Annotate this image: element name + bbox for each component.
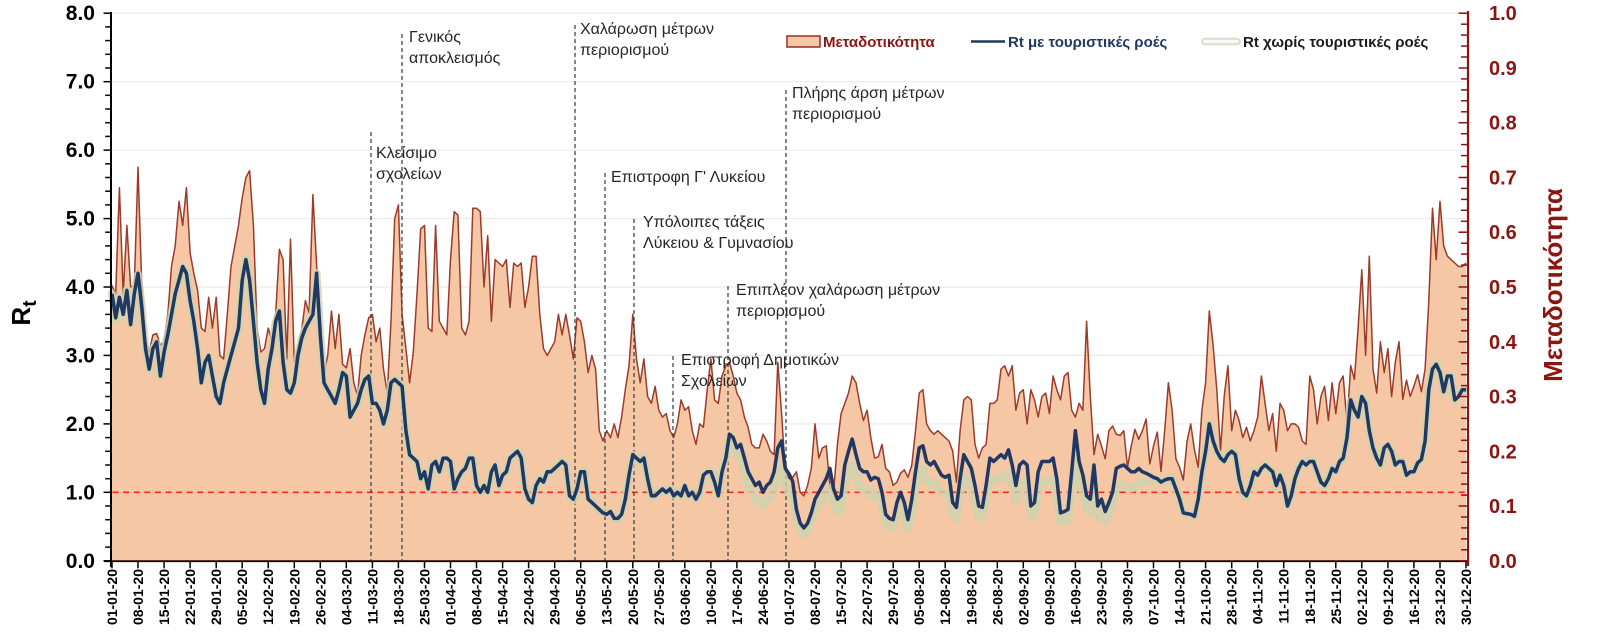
svg-text:18-11-20: 18-11-20: [1302, 569, 1318, 624]
svg-text:26-02-20: 26-02-20: [312, 569, 328, 625]
svg-text:7.0: 7.0: [66, 71, 95, 94]
svg-text:Επιστροφη Γ' Λυκείου: Επιστροφη Γ' Λυκείου: [611, 169, 765, 186]
svg-text:1.0: 1.0: [1489, 3, 1517, 25]
svg-text:αποκλεισμός: αποκλεισμός: [409, 50, 501, 67]
svg-text:0.9: 0.9: [1489, 58, 1517, 80]
svg-text:0.4: 0.4: [1489, 332, 1518, 354]
svg-text:05-08-20: 05-08-20: [911, 569, 927, 625]
svg-text:02-12-20: 02-12-20: [1354, 569, 1370, 625]
svg-text:περιορισμού: περιορισμού: [580, 42, 669, 59]
svg-text:30-09-20: 30-09-20: [1120, 569, 1136, 625]
svg-text:Σχολείων: Σχολείων: [681, 373, 747, 390]
svg-text:4.0: 4.0: [66, 276, 95, 299]
svg-text:14-10-20: 14-10-20: [1172, 569, 1188, 625]
svg-text:16-09-20: 16-09-20: [1067, 569, 1083, 625]
svg-text:Πλήρης άρση μέτρων: Πλήρης άρση μέτρων: [792, 85, 944, 102]
svg-text:25-03-20: 25-03-20: [417, 569, 433, 625]
svg-text:01-01-20: 01-01-20: [104, 569, 120, 625]
svg-text:01-07-20: 01-07-20: [781, 569, 797, 625]
svg-text:04-03-20: 04-03-20: [338, 569, 354, 625]
svg-text:3.0: 3.0: [66, 344, 95, 367]
svg-text:21-10-20: 21-10-20: [1198, 569, 1214, 625]
svg-text:22-07-20: 22-07-20: [859, 569, 875, 625]
svg-text:Rt με τουριστικές ροές: Rt με τουριστικές ροές: [1008, 34, 1168, 51]
svg-text:Rt χωρίς τουριστικές ροές: Rt χωρίς τουριστικές ροές: [1243, 34, 1428, 51]
svg-text:18-03-20: 18-03-20: [390, 569, 406, 625]
svg-text:08-01-20: 08-01-20: [130, 569, 146, 625]
svg-text:Λύκειου & Γυμνασίου: Λύκειου & Γυμνασίου: [643, 235, 793, 252]
svg-text:0.8: 0.8: [1489, 113, 1517, 135]
svg-text:01-04-20: 01-04-20: [443, 569, 459, 625]
svg-text:03-06-20: 03-06-20: [677, 569, 693, 625]
svg-text:Γενικός: Γενικός: [409, 29, 461, 46]
svg-text:0.6: 0.6: [1489, 222, 1517, 244]
svg-text:09-09-20: 09-09-20: [1041, 569, 1057, 625]
svg-text:04-11-20: 04-11-20: [1250, 569, 1266, 624]
svg-text:13-05-20: 13-05-20: [599, 569, 615, 625]
svg-text:15-01-20: 15-01-20: [156, 569, 172, 625]
svg-text:23-12-20: 23-12-20: [1432, 569, 1448, 625]
svg-text:10-06-20: 10-06-20: [703, 569, 719, 625]
svg-text:0.0: 0.0: [1489, 551, 1517, 573]
svg-text:12-02-20: 12-02-20: [260, 569, 276, 625]
svg-text:Επιστροφή Δημοτικών: Επιστροφή Δημοτικών: [681, 352, 839, 369]
svg-text:Επιπλέον χαλάρωση μέτρων: Επιπλέον χαλάρωση μέτρων: [736, 282, 940, 299]
svg-text:8.0: 8.0: [66, 2, 95, 25]
svg-text:0.1: 0.1: [1489, 496, 1517, 518]
svg-text:1.0: 1.0: [66, 481, 95, 504]
svg-text:Rt: Rt: [6, 300, 41, 326]
svg-text:25-11-20: 25-11-20: [1328, 569, 1344, 624]
svg-text:30-12-20: 30-12-20: [1458, 569, 1474, 625]
svg-text:Κλείσιμο: Κλείσιμο: [376, 145, 437, 162]
svg-text:15-04-20: 15-04-20: [495, 569, 511, 625]
svg-text:Χαλάρωση μέτρων: Χαλάρωση μέτρων: [580, 21, 714, 38]
svg-text:11-03-20: 11-03-20: [364, 569, 380, 624]
svg-text:09-12-20: 09-12-20: [1380, 569, 1396, 625]
svg-text:29-04-20: 29-04-20: [547, 569, 563, 625]
svg-text:02-09-20: 02-09-20: [1015, 569, 1031, 625]
svg-text:23-09-20: 23-09-20: [1094, 569, 1110, 625]
svg-text:08-04-20: 08-04-20: [469, 569, 485, 625]
svg-text:περιορισμού: περιορισμού: [792, 106, 881, 123]
svg-text:Μεταδοτικότητα: Μεταδοτικότητα: [1538, 188, 1568, 382]
svg-text:6.0: 6.0: [66, 139, 95, 162]
svg-text:05-02-20: 05-02-20: [234, 569, 250, 625]
svg-text:0.3: 0.3: [1489, 387, 1517, 409]
svg-text:26-08-20: 26-08-20: [989, 569, 1005, 625]
svg-text:29-01-20: 29-01-20: [208, 569, 224, 625]
svg-text:2.0: 2.0: [66, 413, 95, 436]
svg-text:19-02-20: 19-02-20: [286, 569, 302, 625]
svg-text:σχολείων: σχολείων: [376, 166, 442, 183]
svg-text:07-10-20: 07-10-20: [1146, 569, 1162, 625]
svg-text:17-06-20: 17-06-20: [729, 569, 745, 625]
svg-text:20-05-20: 20-05-20: [625, 569, 641, 625]
svg-text:5.0: 5.0: [66, 208, 95, 231]
svg-text:24-06-20: 24-06-20: [755, 569, 771, 625]
svg-text:22-04-20: 22-04-20: [521, 569, 537, 625]
svg-text:27-05-20: 27-05-20: [651, 569, 667, 625]
svg-text:0.7: 0.7: [1489, 168, 1517, 190]
svg-text:0.5: 0.5: [1489, 277, 1517, 299]
svg-text:11-11-20: 11-11-20: [1276, 569, 1292, 624]
svg-text:0.2: 0.2: [1489, 441, 1517, 463]
svg-text:Μεταδοτικότητα: Μεταδοτικότητα: [823, 34, 936, 51]
svg-text:22-01-20: 22-01-20: [182, 569, 198, 625]
svg-text:0.0: 0.0: [66, 550, 95, 573]
svg-text:28-10-20: 28-10-20: [1224, 569, 1240, 625]
svg-text:περιορισμού: περιορισμού: [736, 303, 825, 320]
svg-text:Υπόλοιπες τάξεις: Υπόλοιπες τάξεις: [643, 214, 765, 231]
svg-text:29-07-20: 29-07-20: [885, 569, 901, 625]
svg-text:15-07-20: 15-07-20: [833, 569, 849, 625]
svg-text:12-08-20: 12-08-20: [937, 569, 953, 625]
svg-text:19-08-20: 19-08-20: [963, 569, 979, 625]
svg-text:08-07-20: 08-07-20: [807, 569, 823, 625]
svg-text:06-05-20: 06-05-20: [573, 569, 589, 625]
svg-text:16-12-20: 16-12-20: [1406, 569, 1422, 625]
